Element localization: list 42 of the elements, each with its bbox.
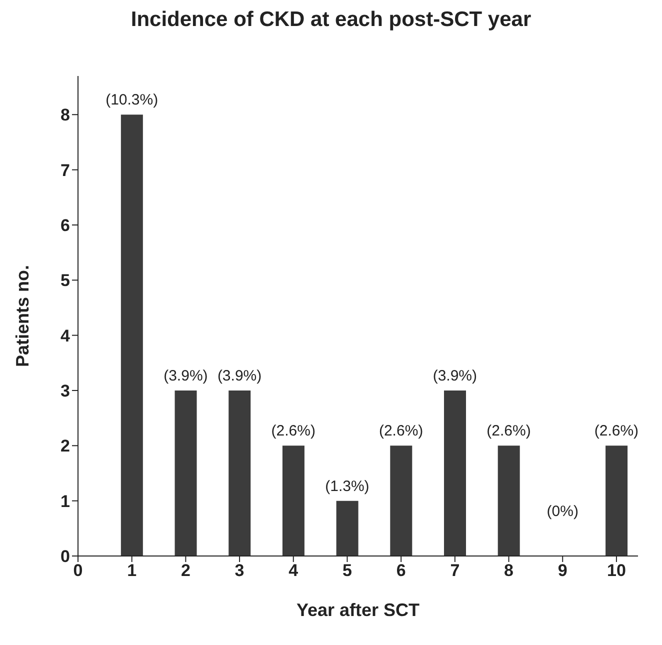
x-tick-label: 7 — [450, 561, 460, 580]
annotation: (1.3%) — [325, 478, 370, 495]
y-tick-label: 3 — [60, 382, 70, 401]
annotation: (2.6%) — [486, 422, 531, 440]
annotation: (10.3%) — [106, 92, 158, 109]
y-tick-label: 1 — [60, 492, 70, 511]
bar — [228, 390, 251, 556]
x-axis-title: Year after SCT — [296, 600, 420, 620]
y-tick-label: 6 — [60, 216, 70, 235]
x-tick-label: 9 — [558, 561, 568, 580]
annotation: (3.9%) — [164, 367, 208, 384]
x-tick-label: 10 — [607, 561, 626, 580]
y-axis-title: Patients no. — [12, 264, 32, 368]
y-tick-label: 2 — [60, 436, 70, 456]
y-tick-label: 0 — [60, 547, 70, 566]
x-tick-label: 8 — [504, 561, 514, 580]
annotation: (0%) — [546, 503, 578, 520]
bar — [606, 446, 628, 556]
y-tick-label: 5 — [60, 271, 70, 290]
chart-title: Incidence of CKD at each post-SCT year — [130, 8, 532, 32]
x-tick-label: 3 — [234, 561, 244, 580]
y-tick-label: 4 — [60, 326, 71, 346]
bar — [336, 500, 358, 556]
y-tick-label: 8 — [60, 106, 70, 125]
bar — [498, 446, 520, 556]
bar — [282, 446, 304, 556]
y-tick-label: 7 — [60, 160, 70, 180]
annotation: (2.6%) — [594, 422, 639, 440]
bar — [120, 114, 143, 556]
x-tick-label: 4 — [288, 561, 299, 580]
annotation: (3.9%) — [217, 367, 262, 384]
annotation: (2.6%) — [378, 422, 424, 440]
bar — [390, 446, 412, 556]
annotation: (2.6%) — [271, 422, 316, 440]
x-tick-label: 5 — [342, 561, 352, 580]
bar — [174, 390, 197, 556]
x-tick-label: 0 — [73, 561, 83, 580]
x-tick-label: 1 — [127, 561, 137, 580]
annotation: (3.9%) — [432, 367, 478, 384]
x-tick-label: 6 — [396, 561, 406, 580]
x-tick-label: 2 — [180, 561, 190, 580]
bar — [444, 390, 466, 556]
